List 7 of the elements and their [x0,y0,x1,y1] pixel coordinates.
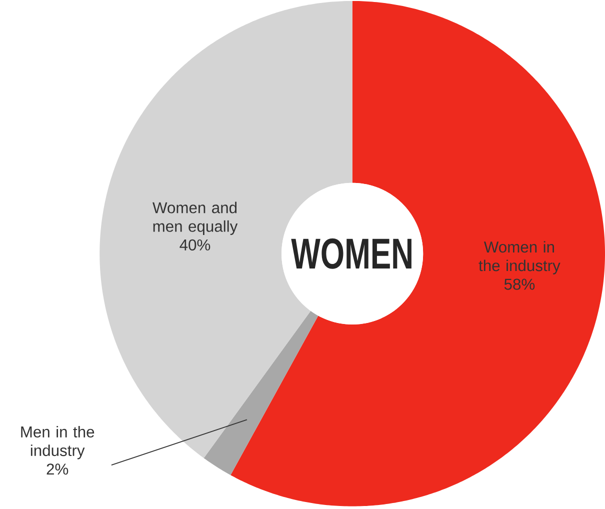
slice-label: Women in the industry [478,240,560,274]
text: WOMEN [291,238,412,269]
data-label: 40% [180,239,210,250]
data-label: 58% [504,278,535,290]
slice-label: Men in the industry [21,426,94,460]
data-label: 2% [46,463,68,474]
slice-label: Women and men equally [152,202,238,235]
